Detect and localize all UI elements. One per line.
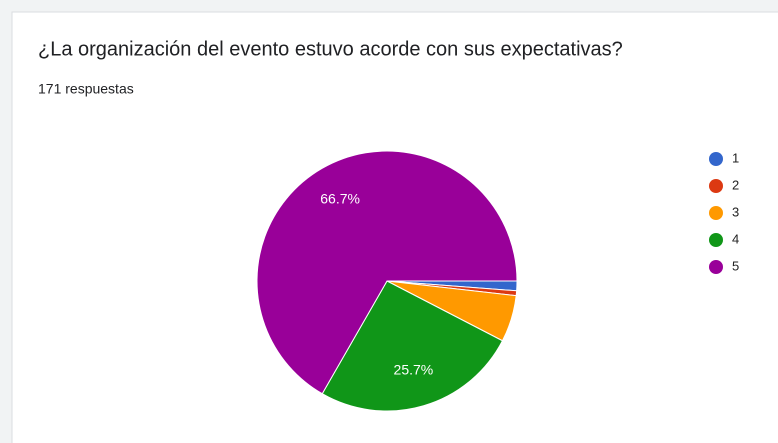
chart-subtitle: 171 respuestas: [38, 81, 134, 97]
pie-slice: [321, 280, 504, 412]
chart-title: ¿La organización del evento estuvo acord…: [38, 38, 623, 60]
legend-swatch: [709, 179, 723, 193]
legend-label: 1: [732, 150, 739, 165]
legend-swatch: [709, 233, 723, 247]
legend-label: 4: [732, 231, 739, 246]
slice-label: 25.7%: [394, 362, 434, 378]
legend-swatch: [709, 152, 723, 166]
pie-slice: [256, 150, 518, 395]
legend-label: 5: [732, 258, 739, 273]
legend-swatch: [709, 260, 723, 274]
legend-label: 3: [732, 204, 739, 219]
legend-label: 2: [732, 177, 739, 192]
slice-label: 66.7%: [320, 191, 360, 207]
legend-swatch: [709, 206, 723, 220]
